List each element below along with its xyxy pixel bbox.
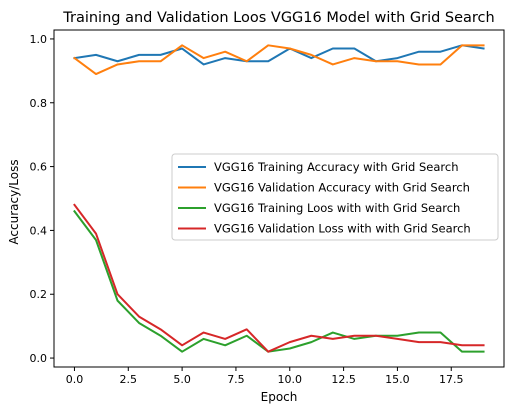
legend: VGG16 Training Accuracy with Grid Search… — [171, 153, 499, 241]
series-line-2 — [73, 44, 485, 76]
legend-label-2: VGG16 Validation Accuracy with Grid Sear… — [214, 181, 470, 195]
series-line-1 — [73, 44, 485, 66]
legend-label-3: VGG16 Training Loos with with Grid Searc… — [214, 201, 460, 215]
x-tick-label: 0.0 — [66, 373, 84, 386]
legend-box — [171, 153, 499, 241]
y-tick-label: 0.4 — [30, 224, 48, 237]
y-tick-label: 0.2 — [30, 288, 48, 301]
y-tick-label: 0.8 — [30, 97, 48, 110]
x-tick-label: 17.5 — [439, 373, 464, 386]
y-tick-label: 0.0 — [30, 352, 48, 365]
legend-label-1: VGG16 Training Accuracy with Grid Search — [214, 160, 459, 174]
y-tick-label: 1.0 — [30, 33, 48, 46]
plot-area: 0.0 2.5 5.0 7.5 10.0 12.5 15.0 17.5 0.0 0.2 0.4 0.6… — [30, 29, 505, 386]
series-line-4 — [73, 203, 485, 353]
series-line-3 — [73, 209, 485, 353]
x-tick-label: 15.0 — [385, 373, 410, 386]
x-axis-label: Epoch — [261, 390, 298, 404]
y-tick-label: 0.6 — [30, 161, 48, 174]
legend-label-4: VGG16 Validation Loss with with Grid Sea… — [214, 222, 471, 236]
x-tick-label: 12.5 — [331, 373, 356, 386]
plot-frame — [53, 29, 505, 368]
chart-title: Training and Validation Loos VGG16 Model… — [62, 10, 494, 26]
x-tick-label: 10.0 — [278, 373, 303, 386]
y-axis-label: Accuracy/Loss — [7, 159, 21, 244]
x-tick-label: 7.5 — [227, 373, 245, 386]
x-tick-label: 2.5 — [120, 373, 138, 386]
x-tick-label: 5.0 — [173, 373, 191, 386]
